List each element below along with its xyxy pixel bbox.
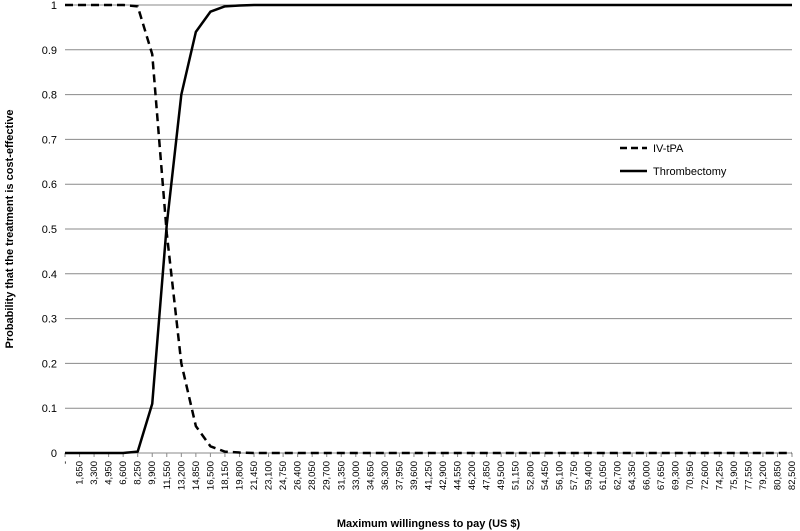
x-tick-label-72-600: 72,600 (700, 461, 711, 490)
x-tick-label-24-750: 24,750 (278, 461, 289, 490)
x-tick-label-82-500: 82,500 (787, 461, 798, 490)
x-tick-label-16-500: 16,500 (205, 461, 216, 490)
x-tick-labels: - 1,650 3,300 4,950 6,600 8,250 9,900 11,550 13,… (60, 453, 798, 490)
x-tick-label-26-400: 26,400 (293, 461, 304, 490)
x-tick-label-77-550: 77,550 (743, 461, 754, 490)
x-axis-title: Maximum willingness to pay (US $) (337, 518, 521, 530)
legend-label-thrombectomy: Thrombectomy (653, 166, 727, 178)
x-tick-label-36-300: 36,300 (380, 461, 391, 490)
x-tick-label-3-300: 3,300 (89, 461, 100, 485)
y-tick-label: 0 (51, 448, 57, 460)
x-tick-label-18-150: 18,150 (220, 461, 231, 490)
x-tick-label-dash: - (60, 461, 71, 464)
x-tick-label-79-200: 79,200 (758, 461, 769, 490)
y-tick-label: 0.7 (42, 134, 57, 146)
x-tick-label-13-200: 13,200 (176, 461, 187, 490)
x-tick-label-37-950: 37,950 (394, 461, 405, 490)
x-tick-label-56-100: 56,100 (554, 461, 565, 490)
x-tick-label-14-850: 14,850 (191, 461, 202, 490)
x-tick-label-39-600: 39,600 (409, 461, 420, 490)
y-tick-label: 0.5 (42, 224, 57, 236)
series-line-iv-tpa (65, 3, 792, 455)
y-tick-label: 0.2 (42, 358, 57, 370)
y-tick-label: 0.6 (42, 179, 57, 191)
legend-label-iv-tpa: IV-tPA (653, 143, 684, 155)
x-tick-label-44-550: 44,550 (453, 461, 464, 490)
x-tick-label-41-250: 41,250 (424, 461, 435, 490)
x-tick-label-59-400: 59,400 (583, 461, 594, 490)
x-tick-label-49-500: 49,500 (496, 461, 507, 490)
y-tick-label: 0.1 (42, 403, 57, 415)
x-tick-label-9-900: 9,900 (147, 461, 158, 485)
y-tick-label: 0.4 (42, 269, 57, 281)
y-tick-label: 0.8 (42, 90, 57, 102)
x-tick-label-8-250: 8,250 (133, 461, 144, 485)
x-tick-label-46-200: 46,200 (467, 461, 478, 490)
x-tick-label-54-450: 54,450 (540, 461, 551, 490)
x-tick-label-21-450: 21,450 (249, 461, 260, 490)
x-tick-label-47-850: 47,850 (482, 461, 493, 490)
gridlines (65, 4, 792, 409)
x-tick-label-11-550: 11,550 (162, 461, 173, 489)
x-tick-label-6-600: 6,600 (118, 461, 129, 485)
x-tick-label-70-950: 70,950 (685, 461, 696, 490)
series-line-thrombectomy (65, 3, 792, 455)
y-tick-labels: 0 0.1 0.2 0.3 0.4 0.5 0.6 0.7 0.8 0.9 1 (42, 0, 57, 460)
x-tick-label-51-150: 51,150 (511, 461, 522, 490)
x-tick-label-29-700: 29,700 (322, 461, 333, 490)
x-tick-label-61-050: 61,050 (598, 461, 609, 490)
x-tick-label-4-950: 4,950 (104, 461, 115, 485)
x-tick-label-31-350: 31,350 (336, 461, 347, 490)
x-tick-label-1-650: 1,650 (75, 461, 86, 485)
x-tick-label-52-800: 52,800 (525, 461, 536, 490)
x-tick-label-66-000: 66,000 (642, 461, 653, 490)
x-tick-label-34-650: 34,650 (365, 461, 376, 490)
x-tick-label-57-750: 57,750 (569, 461, 580, 490)
x-tick-label-33-000: 33,000 (351, 461, 362, 490)
x-tick-label-69-300: 69,300 (671, 461, 682, 490)
x-tick-label-75-900: 75,900 (729, 461, 740, 490)
y-tick-label: 0.3 (42, 314, 57, 326)
legend: IV-tPA Thrombectomy (620, 143, 727, 178)
y-tick-label: 0.9 (42, 45, 57, 57)
x-tick-label-19-800: 19,800 (234, 461, 245, 490)
series-layer (65, 3, 792, 455)
y-tick-label: 1 (51, 0, 57, 12)
x-tick-label-64-350: 64,350 (627, 461, 638, 490)
x-tick-label-62-700: 62,700 (613, 461, 624, 490)
x-tick-label-28-050: 28,050 (307, 461, 318, 490)
x-tick-label-74-250: 74,250 (714, 461, 725, 490)
y-axis-title: Probability that the treatment is cost-e… (4, 110, 16, 349)
x-tick-label-67-650: 67,650 (656, 461, 667, 490)
x-tick-label-80-850: 80,850 (772, 461, 783, 490)
x-tick-label-23-100: 23,100 (264, 461, 275, 490)
x-tick-label-42-900: 42,900 (438, 461, 449, 490)
